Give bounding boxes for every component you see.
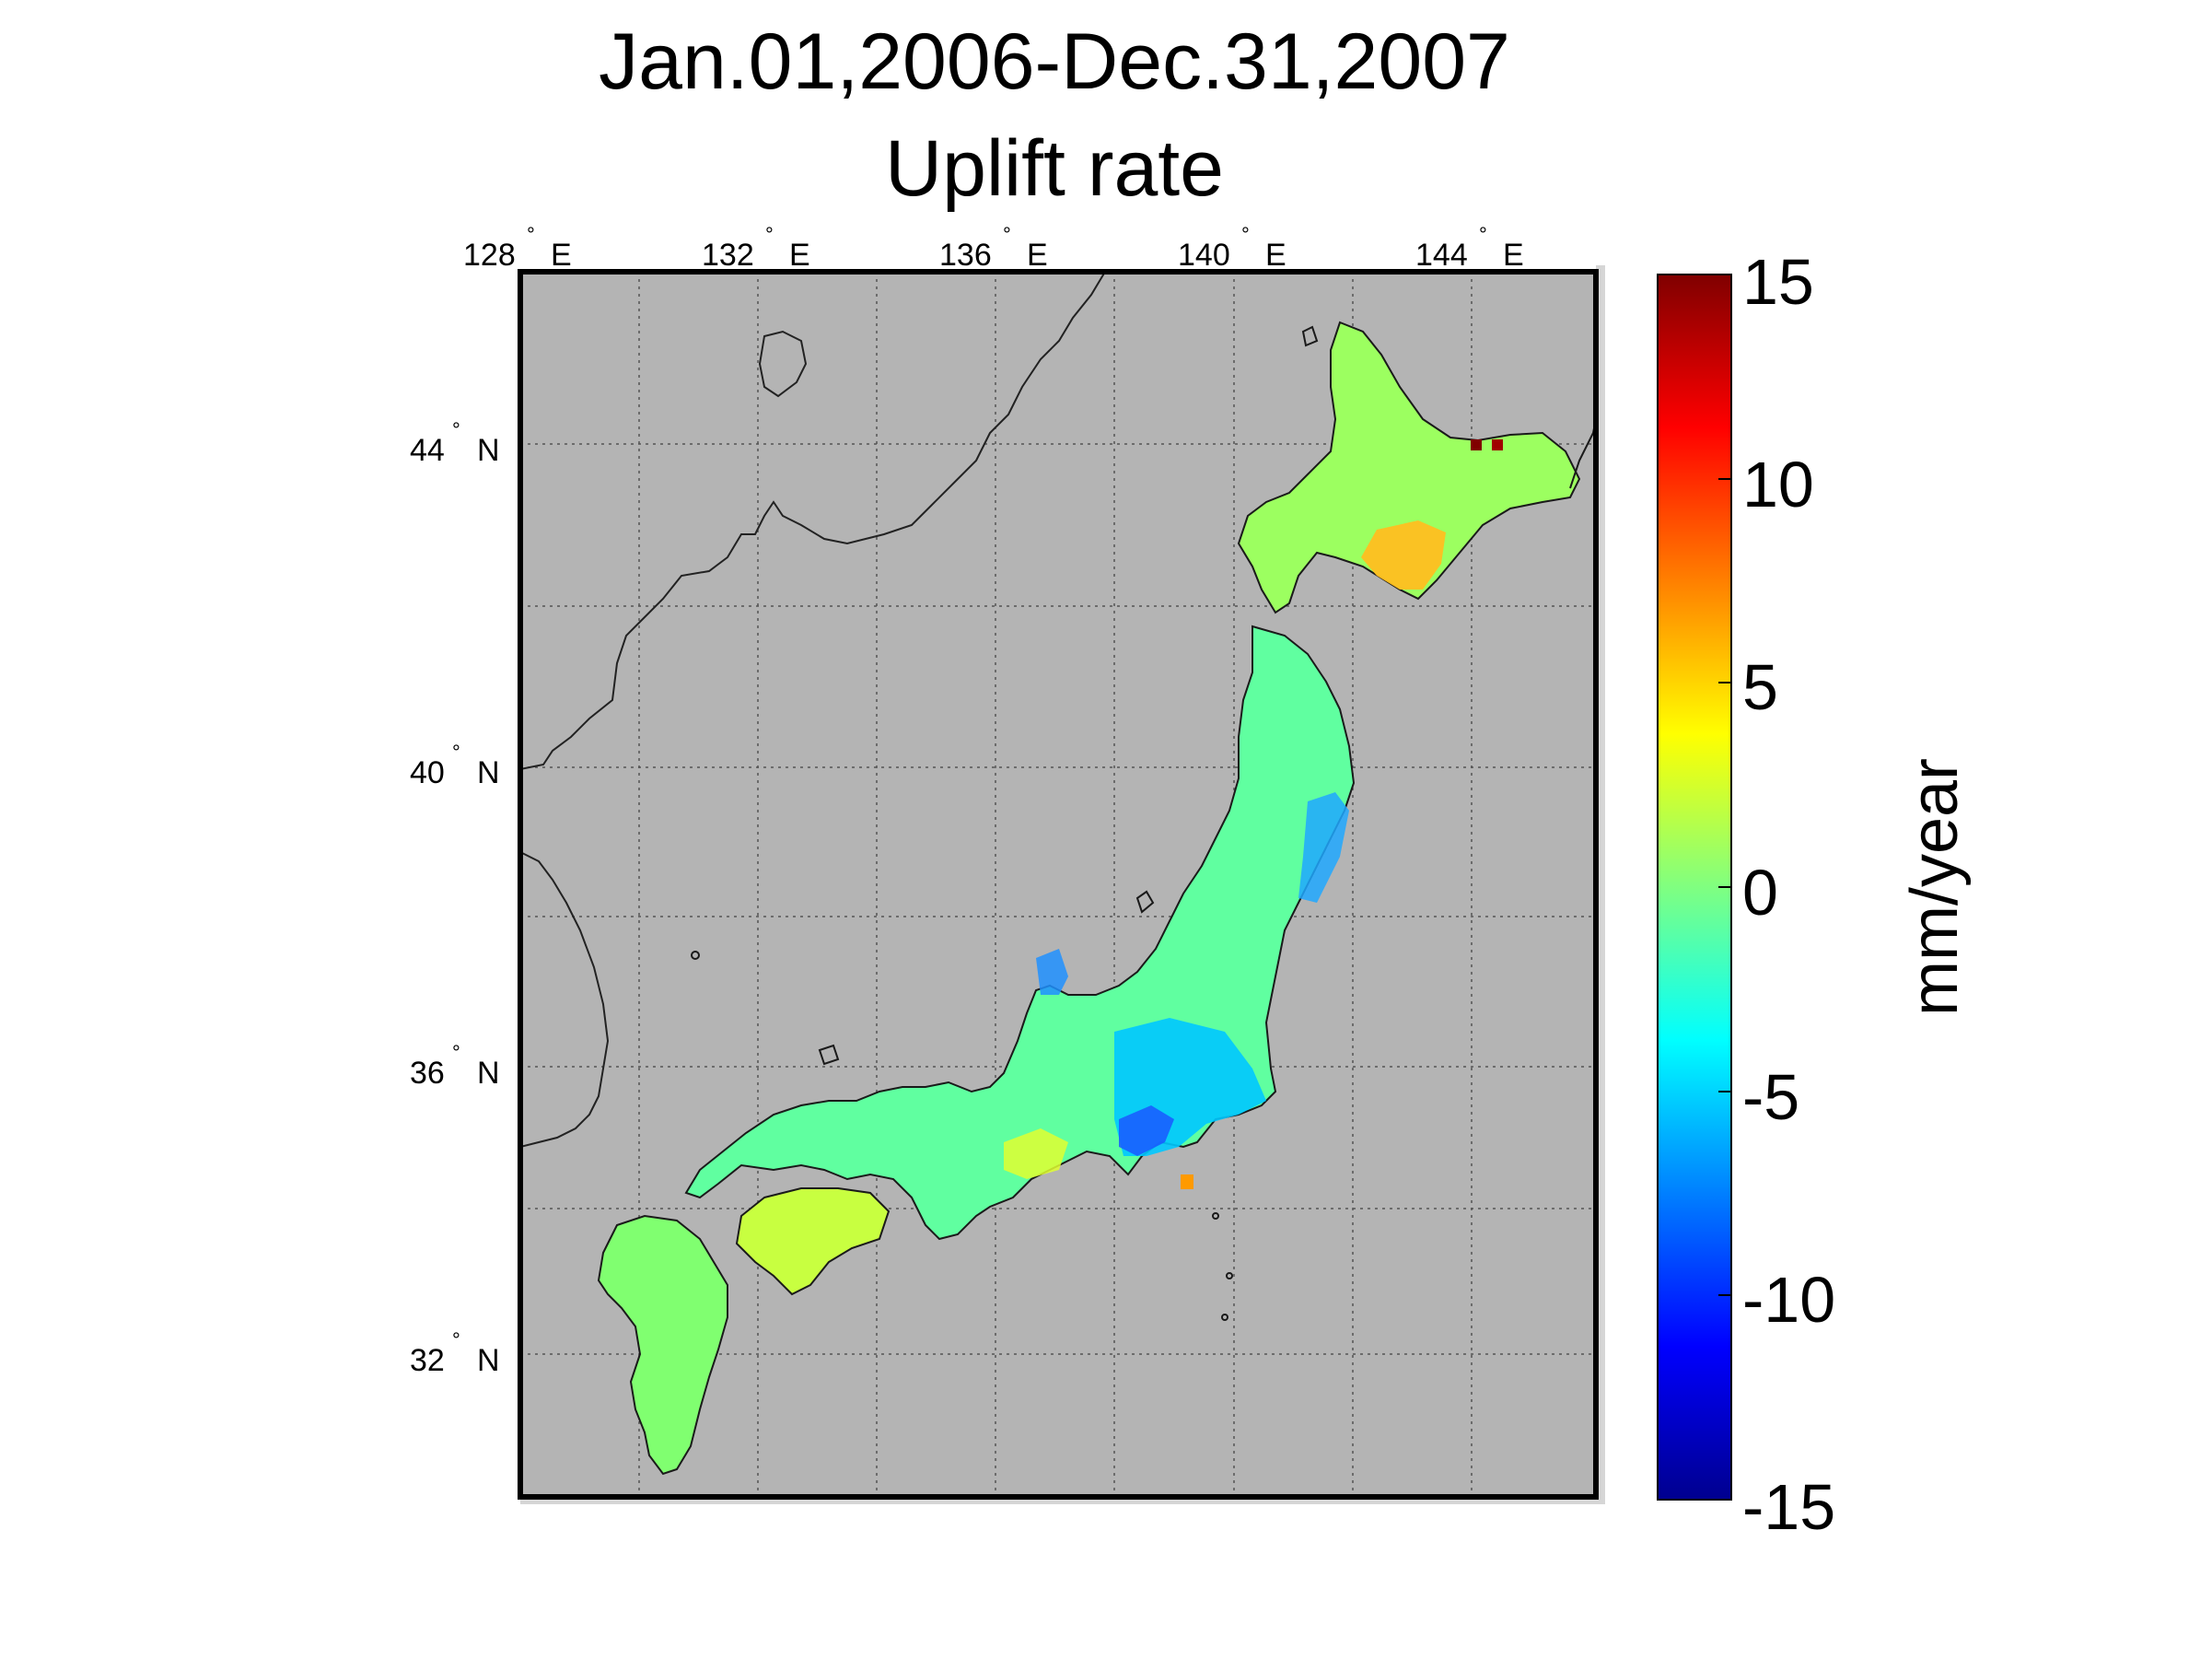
svg-text:°: ° (1003, 223, 1011, 246)
lon-tick-140: 140 ° E (1178, 223, 1286, 273)
colorbar-label-15: 15 (1742, 246, 1814, 318)
svg-text:136: 136 (939, 238, 992, 273)
svg-text:°: ° (1479, 223, 1487, 246)
map-border (518, 269, 1599, 1500)
colorbar-label-5: 5 (1742, 651, 1778, 723)
title-line-1: Jan.01,2006-Dec.31,2007 (599, 18, 1510, 106)
svg-text:E: E (1503, 238, 1524, 273)
lon-tick-132: 132 ° E (702, 223, 810, 273)
sakhalin-coastline (758, 330, 808, 398)
honshu-deep-blue (1119, 1105, 1174, 1156)
svg-text:132: 132 (702, 238, 754, 273)
svg-text:32: 32 (410, 1343, 445, 1378)
svg-text:N: N (477, 433, 500, 468)
svg-text:°: ° (765, 223, 774, 246)
svg-text:°: ° (452, 1041, 460, 1064)
rishiri-island (1301, 325, 1319, 347)
svg-text:E: E (551, 238, 572, 273)
izu-peak-cell (1181, 1174, 1193, 1189)
svg-text:°: ° (452, 1328, 460, 1351)
colorbar-label-0: 0 (1742, 857, 1778, 929)
shikoku-region (735, 1187, 891, 1296)
lon-tick-labels: 128 ° E 132 ° E 136 ° E 140 ° E 144 ° (463, 223, 1524, 273)
svg-text:N: N (477, 755, 500, 790)
mainland-coastline (520, 272, 1106, 770)
izu-island-3 (1221, 1314, 1228, 1321)
colorbar-label-neg15: -15 (1742, 1471, 1835, 1543)
svg-text:E: E (1027, 238, 1048, 273)
izu-island-1 (1212, 1212, 1219, 1220)
lat-tick-44: 44 ° N (410, 418, 500, 468)
colorbar-tick-labels: 15 10 5 0 -5 -10 -15 (1742, 246, 1835, 1543)
kyushu-region (597, 1214, 728, 1476)
isolated-island (691, 951, 700, 960)
svg-text:144: 144 (1415, 238, 1468, 273)
lat-tick-labels: 44 ° N 40 ° N 36 ° N 32 ° N (410, 418, 500, 1378)
colorbar-ticks (1718, 478, 1731, 1296)
colorbar-label-10: 10 (1742, 449, 1814, 520)
lon-tick-136: 136 ° E (939, 223, 1048, 273)
svg-text:E: E (1265, 238, 1286, 273)
colorbar-unit-label: mm/year (1898, 758, 1972, 1016)
lon-tick-128: 128 ° E (463, 223, 572, 273)
svg-text:N: N (477, 1343, 500, 1378)
hokkaido-hotspot (1361, 520, 1446, 590)
lat-tick-40: 40 ° N (410, 741, 500, 790)
uplift-field (597, 321, 1597, 1476)
lon-tick-144: 144 ° E (1415, 223, 1524, 273)
svg-text:E: E (789, 238, 810, 273)
hokkaido-peak-cell-2 (1492, 439, 1503, 450)
svg-text:44: 44 (410, 433, 445, 468)
svg-text:140: 140 (1178, 238, 1230, 273)
lat-tick-36: 36 ° N (410, 1041, 500, 1091)
svg-text:°: ° (452, 418, 460, 441)
svg-text:°: ° (1241, 223, 1250, 246)
izu-island-2 (1226, 1272, 1233, 1279)
colorbar-label-neg10: -10 (1742, 1264, 1835, 1336)
svg-text:128: 128 (463, 238, 516, 273)
svg-text:40: 40 (410, 755, 445, 790)
svg-text:36: 36 (410, 1056, 445, 1091)
lat-tick-32: 32 ° N (410, 1328, 500, 1378)
title-line-2: Uplift rate (884, 124, 1225, 213)
tohoku-blue-coast (1298, 792, 1349, 903)
svg-text:°: ° (527, 223, 535, 246)
hokkaido-peak-cell (1471, 439, 1482, 450)
svg-text:°: ° (452, 741, 460, 764)
korea-coastline (520, 851, 610, 1148)
hokuriku-blue (1036, 949, 1068, 995)
oki-island (818, 1044, 840, 1066)
colorbar-label-neg5: -5 (1742, 1061, 1799, 1133)
svg-text:N: N (477, 1056, 500, 1091)
kinki-yellow-zone (1004, 1128, 1068, 1179)
sado-island (1135, 890, 1155, 914)
